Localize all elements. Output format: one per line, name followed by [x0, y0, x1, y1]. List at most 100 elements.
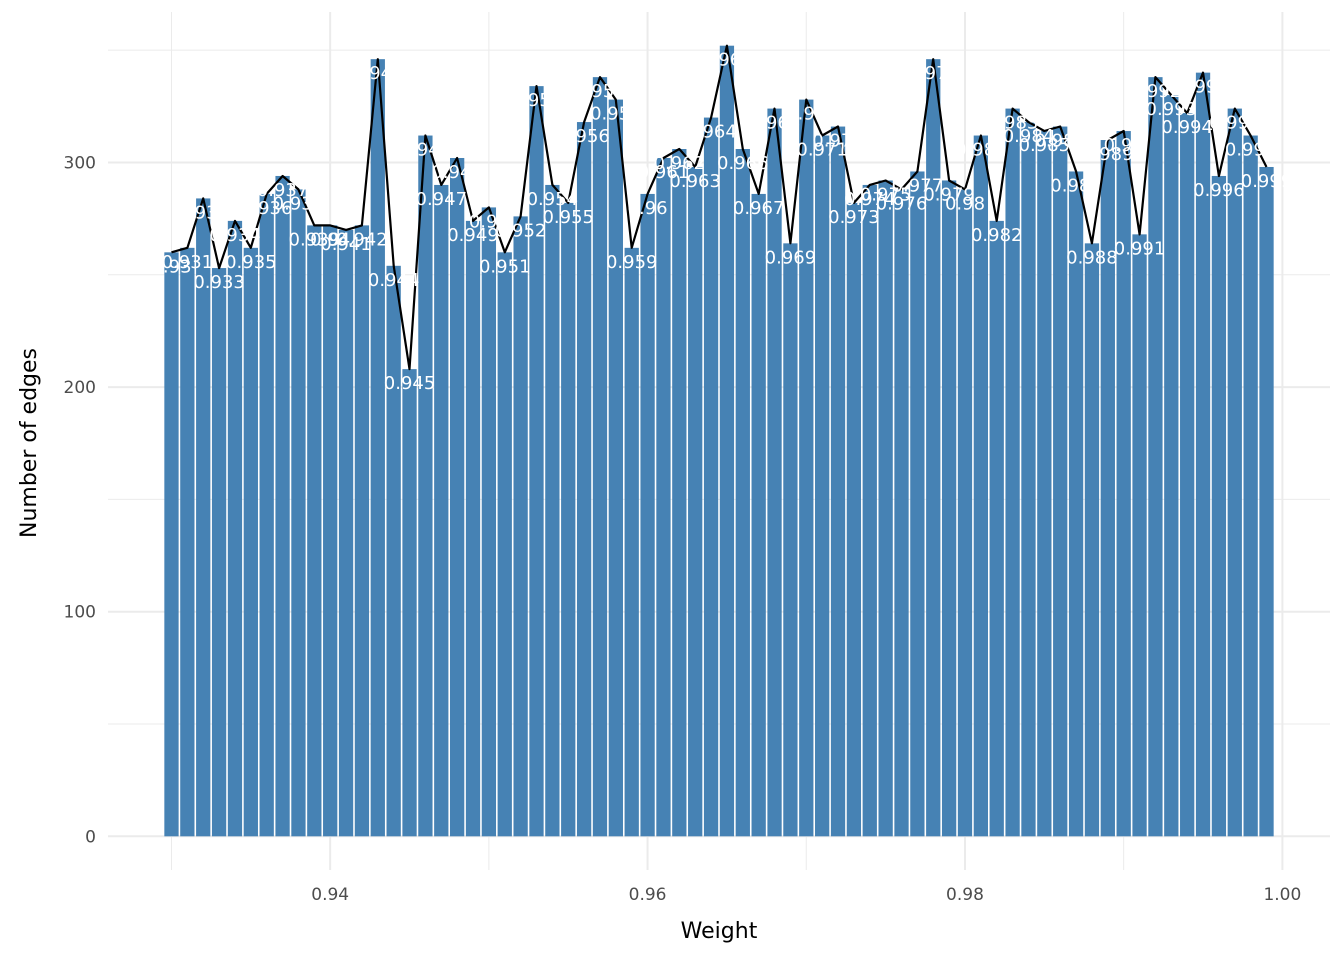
x-tick-label: 0.96	[629, 885, 667, 905]
bar	[910, 171, 925, 837]
bar	[1100, 140, 1115, 837]
bar-label: 0.981	[955, 140, 1007, 161]
bar-label: 0.988	[1066, 247, 1118, 268]
bar-label: 0.946	[400, 140, 452, 161]
bar-label: 0.963	[669, 171, 721, 192]
bar	[545, 184, 560, 837]
bar-label: 0.973	[828, 207, 880, 228]
bar-label: 0.978	[907, 63, 959, 84]
bar	[799, 99, 814, 837]
bar-label: 0.936	[241, 198, 293, 219]
bar	[370, 59, 385, 837]
bar-label: 0.934	[209, 225, 261, 246]
bar	[926, 59, 941, 837]
bar-label: 0.957	[574, 81, 626, 102]
bar-label: 0.976	[876, 193, 928, 214]
bar-label: 0.994	[1161, 117, 1213, 138]
x-axis-ticks: 0.94 0.96 0.98 1.00	[311, 885, 1301, 905]
bar	[1259, 166, 1274, 837]
bar-label: 0.999	[1241, 171, 1293, 192]
x-tick-label: 0.98	[946, 885, 984, 905]
bar-labels: 0.930.9310.9320.9330.9340.9350.9360.9370…	[151, 50, 1292, 394]
bar	[783, 243, 798, 837]
bar	[386, 265, 401, 837]
bar-label: 0.952	[495, 220, 547, 241]
bar	[767, 108, 782, 837]
bar	[894, 189, 909, 837]
bar-label: 0.953	[511, 90, 563, 111]
bar	[1243, 135, 1258, 837]
bar-label: 0.99	[1104, 135, 1144, 156]
bar	[941, 180, 957, 837]
bar	[1164, 95, 1179, 837]
bar-label: 0.943	[352, 63, 404, 84]
bar	[989, 220, 1004, 837]
bar-label: 0.931	[162, 252, 214, 273]
y-tick-label: 0	[85, 827, 96, 847]
bar-label: 0.944	[368, 270, 420, 291]
bar	[846, 202, 862, 837]
y-tick-label: 300	[64, 153, 96, 173]
bar	[402, 369, 417, 837]
bar	[243, 247, 258, 837]
bar	[354, 225, 370, 837]
bar	[1053, 126, 1068, 837]
x-tick-label: 1.00	[1263, 885, 1301, 905]
bar-label: 0.975	[860, 184, 912, 205]
bar	[624, 247, 639, 837]
bar-label: 0.95	[469, 211, 509, 232]
bar-label: 0.949	[447, 225, 499, 246]
bar	[275, 175, 290, 837]
bar-label: 0.967	[733, 198, 785, 219]
bar-label: 0.989	[1082, 144, 1134, 165]
bar	[576, 122, 592, 837]
bar-label: 0.933	[193, 272, 245, 293]
bar	[815, 135, 830, 837]
bar-label: 0.974	[844, 189, 896, 210]
y-tick-label: 200	[64, 378, 96, 398]
bar-label: 0.968	[749, 113, 801, 134]
bar-label: 0.998	[1225, 140, 1277, 161]
bar-label: 0.969	[765, 247, 817, 268]
bar	[338, 229, 354, 837]
bar	[497, 252, 512, 837]
bar-label: 0.972	[812, 131, 864, 152]
bar	[307, 225, 322, 837]
y-axis-title: Number of edges	[17, 348, 42, 538]
bar	[211, 268, 227, 837]
bar-label: 0.937	[257, 180, 309, 201]
bar	[957, 189, 973, 837]
bar	[227, 220, 243, 837]
bar-label: 0.993	[1146, 99, 1198, 120]
bar-label: 0.983	[987, 113, 1039, 134]
bar-label: 0.941	[320, 234, 372, 255]
bar-label: 0.958	[590, 104, 642, 125]
bar	[481, 207, 497, 837]
bar	[656, 157, 671, 837]
bar	[592, 77, 608, 837]
bar-label: 0.98	[945, 193, 985, 214]
bar	[450, 157, 465, 837]
bar-label: 0.959	[606, 252, 658, 273]
bar	[434, 184, 449, 837]
bar-label: 0.951	[479, 256, 531, 277]
bar-label: 0.991	[1114, 238, 1166, 259]
bar	[973, 135, 988, 837]
bar-label: 0.979	[923, 184, 975, 205]
bar	[323, 225, 338, 837]
bar	[1084, 243, 1100, 837]
bar-label: 0.961	[638, 162, 690, 183]
bar	[1227, 108, 1242, 837]
bar-label: 0.986	[1034, 131, 1086, 152]
bar-label: 0.987	[1050, 175, 1102, 196]
bar-label: 0.965	[701, 50, 753, 71]
bar	[291, 189, 306, 837]
bar	[1180, 113, 1195, 837]
bar-label: 0.932	[177, 202, 229, 223]
bar-label: 0.985	[1019, 135, 1071, 156]
bar-label: 0.956	[558, 126, 610, 147]
bar	[1068, 171, 1084, 837]
bar	[1195, 72, 1211, 837]
bar	[688, 166, 703, 837]
